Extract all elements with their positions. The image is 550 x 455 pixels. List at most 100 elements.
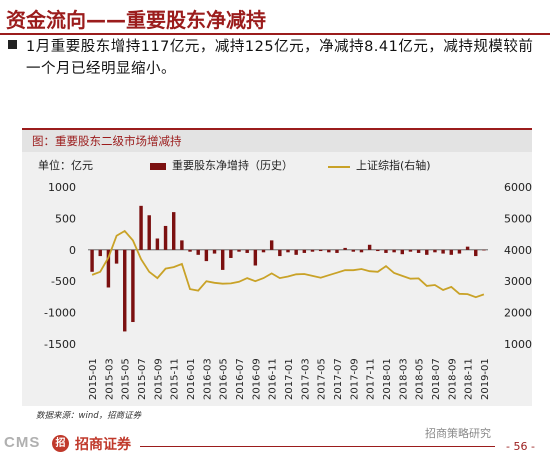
data-bar bbox=[123, 249, 127, 332]
x-tick-label: 2016-07 bbox=[235, 358, 246, 400]
x-tick-label: 2016-03 bbox=[202, 358, 213, 400]
company-logo-text: CMS bbox=[4, 434, 41, 451]
data-bar bbox=[441, 249, 445, 254]
data-bar bbox=[180, 240, 184, 250]
data-bar bbox=[278, 249, 282, 257]
x-tick-label: 2015-01 bbox=[88, 358, 99, 400]
data-bar bbox=[220, 249, 225, 270]
data-bar bbox=[310, 249, 315, 252]
data-bar bbox=[237, 249, 241, 252]
x-tick-label: 2017-07 bbox=[333, 358, 344, 400]
data-bar bbox=[392, 249, 396, 253]
unit-label: 单位：亿元 bbox=[38, 159, 93, 172]
data-bar bbox=[327, 249, 331, 253]
data-source: 数据来源：wind，招商证券 bbox=[36, 411, 142, 421]
data-bar bbox=[465, 246, 470, 250]
y-left-tick-label: 0 bbox=[69, 244, 76, 257]
legend-bar-label: 重要股东净增持（历史） bbox=[172, 159, 293, 172]
x-tick-label: 2019-01 bbox=[480, 358, 491, 400]
data-bar bbox=[229, 249, 233, 258]
data-bar bbox=[147, 215, 151, 250]
data-bar bbox=[286, 249, 290, 253]
data-bar bbox=[188, 249, 192, 252]
data-bar bbox=[457, 249, 462, 254]
data-bar bbox=[245, 249, 249, 253]
data-bar bbox=[106, 249, 111, 288]
chart-title: 图：重要股东二级市场增减持 bbox=[32, 134, 182, 148]
x-tick-label: 2015-07 bbox=[137, 358, 148, 400]
y-left-tick-label: -500 bbox=[51, 275, 76, 288]
data-bar bbox=[359, 249, 364, 253]
footer-rule bbox=[140, 446, 495, 447]
legend-line-swatch bbox=[328, 166, 350, 168]
y-right-tick-label: 4000 bbox=[504, 244, 532, 257]
x-tick-label: 2017-03 bbox=[300, 358, 311, 400]
company-name: 招商证券 bbox=[75, 437, 131, 453]
data-bar bbox=[139, 205, 143, 250]
y-right-tick-label: 1000 bbox=[504, 338, 532, 351]
data-bar bbox=[98, 249, 102, 257]
y-right-tick-label: 6000 bbox=[504, 181, 532, 194]
data-bar bbox=[384, 249, 388, 253]
legend-bar-swatch bbox=[150, 163, 166, 170]
y-left-tick-label: -1000 bbox=[44, 307, 76, 320]
data-bar bbox=[163, 225, 168, 250]
bullet-marker bbox=[8, 40, 17, 49]
x-tick-label: 2017-09 bbox=[349, 358, 360, 400]
x-tick-label: 2016-01 bbox=[186, 358, 197, 400]
data-bar bbox=[335, 249, 339, 253]
y-left-tick-label: 1000 bbox=[48, 181, 76, 194]
data-bar bbox=[302, 249, 307, 253]
data-bar bbox=[253, 249, 258, 266]
y-right-tick-label: 3000 bbox=[504, 275, 532, 288]
data-bar bbox=[376, 249, 380, 252]
title-rule bbox=[0, 33, 550, 35]
x-tick-label: 2016-09 bbox=[251, 358, 262, 400]
data-bar bbox=[172, 212, 176, 250]
data-bar bbox=[155, 238, 160, 250]
data-bar bbox=[196, 249, 200, 255]
y-left-tick-label: 500 bbox=[55, 212, 76, 225]
x-tick-label: 2016-11 bbox=[268, 358, 279, 400]
x-tick-label: 2016-05 bbox=[219, 358, 230, 400]
data-bar bbox=[433, 249, 437, 253]
data-bar bbox=[204, 249, 209, 262]
x-tick-label: 2018-01 bbox=[382, 358, 393, 400]
bullet-text: 1月重要股东增持117亿元，减持125亿元，净减持8.41亿元，减持规模较前一个… bbox=[26, 39, 534, 77]
y-right-tick-label: 2000 bbox=[504, 307, 532, 320]
x-tick-label: 2015-11 bbox=[170, 358, 181, 400]
data-bar bbox=[474, 249, 478, 257]
data-bar bbox=[212, 249, 217, 254]
data-bar bbox=[261, 249, 266, 253]
company-logo-icon: 招 bbox=[52, 435, 69, 452]
x-tick-label: 2015-09 bbox=[153, 358, 164, 400]
data-bar bbox=[90, 249, 94, 272]
index-line bbox=[91, 229, 485, 299]
data-bar bbox=[343, 247, 347, 250]
x-tick-label: 2015-05 bbox=[121, 358, 132, 400]
data-bar bbox=[400, 249, 404, 255]
x-tick-label: 2015-03 bbox=[104, 358, 115, 400]
data-bar bbox=[416, 249, 421, 253]
x-tick-label: 2018-05 bbox=[415, 358, 426, 400]
data-bar bbox=[351, 249, 356, 252]
y-left-tick-label: -1500 bbox=[44, 338, 76, 351]
data-bar bbox=[425, 249, 429, 255]
data-bar bbox=[318, 249, 323, 252]
x-tick-label: 2018-07 bbox=[431, 358, 442, 400]
data-bar bbox=[114, 249, 119, 264]
chart-header bbox=[22, 128, 532, 152]
data-bar bbox=[131, 249, 135, 323]
data-bar bbox=[367, 244, 372, 250]
data-bar bbox=[269, 240, 274, 250]
x-tick-label: 2017-01 bbox=[284, 358, 295, 400]
data-bar bbox=[294, 249, 298, 255]
x-tick-label: 2017-11 bbox=[366, 358, 377, 400]
x-tick-label: 2018-09 bbox=[447, 358, 458, 400]
slide-title: 资金流向——重要股东净减持 bbox=[6, 8, 266, 32]
x-tick-label: 2018-03 bbox=[398, 358, 409, 400]
data-bar bbox=[482, 249, 486, 251]
x-tick-label: 2018-11 bbox=[464, 358, 475, 400]
data-bar bbox=[449, 249, 453, 255]
